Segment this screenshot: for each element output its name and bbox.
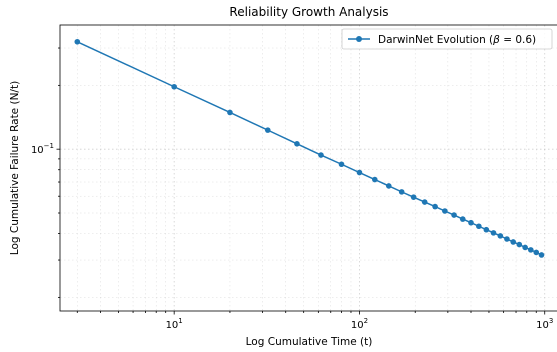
x-axis-label: Log Cumulative Time (t) bbox=[246, 336, 373, 348]
data-point bbox=[74, 38, 81, 45]
legend-label-suffix: = 0.6) bbox=[500, 34, 536, 46]
data-point bbox=[468, 219, 474, 226]
data-point bbox=[398, 189, 405, 195]
data-point bbox=[171, 83, 177, 90]
y-tick-base: 10 bbox=[31, 145, 44, 156]
legend-label: DarwinNet Evolution (β = 0.6) bbox=[378, 34, 536, 46]
data-point bbox=[476, 223, 482, 230]
data-point bbox=[516, 241, 523, 248]
data-point bbox=[318, 152, 324, 158]
x-tick-base: 10 bbox=[166, 320, 179, 331]
data-point bbox=[451, 212, 457, 218]
legend-label-prefix: DarwinNet Evolution ( bbox=[378, 34, 493, 46]
y-axis-label: Log Cumulative Failure Rate (N/t) bbox=[9, 81, 21, 255]
data-point bbox=[371, 176, 378, 183]
data-point bbox=[533, 249, 540, 256]
data-point bbox=[483, 226, 490, 233]
data-point bbox=[504, 236, 510, 242]
data-point bbox=[497, 233, 504, 239]
legend: DarwinNet Evolution (β = 0.6) bbox=[341, 28, 553, 50]
data-point bbox=[264, 127, 271, 133]
x-tick-exponent: 1 bbox=[178, 317, 182, 325]
data-point bbox=[432, 203, 438, 210]
grid bbox=[60, 25, 557, 311]
legend-label-beta: β bbox=[492, 34, 500, 46]
series-layer bbox=[74, 38, 545, 258]
data-point bbox=[338, 161, 345, 168]
x-tick-base: 10 bbox=[536, 320, 549, 331]
legend-box bbox=[341, 28, 553, 50]
x-tick-label: 102 bbox=[351, 317, 368, 331]
data-point bbox=[459, 216, 466, 222]
data-point bbox=[490, 230, 497, 236]
x-tick-label: 101 bbox=[166, 317, 183, 331]
data-point bbox=[227, 109, 233, 116]
data-point bbox=[356, 169, 363, 176]
x-tick-label: 103 bbox=[536, 317, 553, 331]
data-point bbox=[421, 199, 428, 205]
y-tick-exponent: −1 bbox=[44, 142, 54, 150]
data-point bbox=[442, 208, 448, 214]
legend-marker bbox=[356, 36, 362, 42]
data-point bbox=[410, 194, 417, 200]
data-point bbox=[522, 244, 528, 251]
plot-frame bbox=[59, 24, 557, 312]
data-point bbox=[385, 183, 392, 189]
data-point bbox=[510, 239, 517, 245]
y-tick-label: 10−1 bbox=[31, 142, 54, 156]
data-point bbox=[527, 247, 534, 253]
data-point bbox=[538, 252, 545, 258]
x-tick-exponent: 3 bbox=[549, 317, 553, 325]
data-point bbox=[294, 141, 300, 147]
chart-title: Reliability Growth Analysis bbox=[229, 5, 388, 19]
x-tick-exponent: 2 bbox=[364, 317, 368, 325]
x-tick-base: 10 bbox=[351, 320, 364, 331]
